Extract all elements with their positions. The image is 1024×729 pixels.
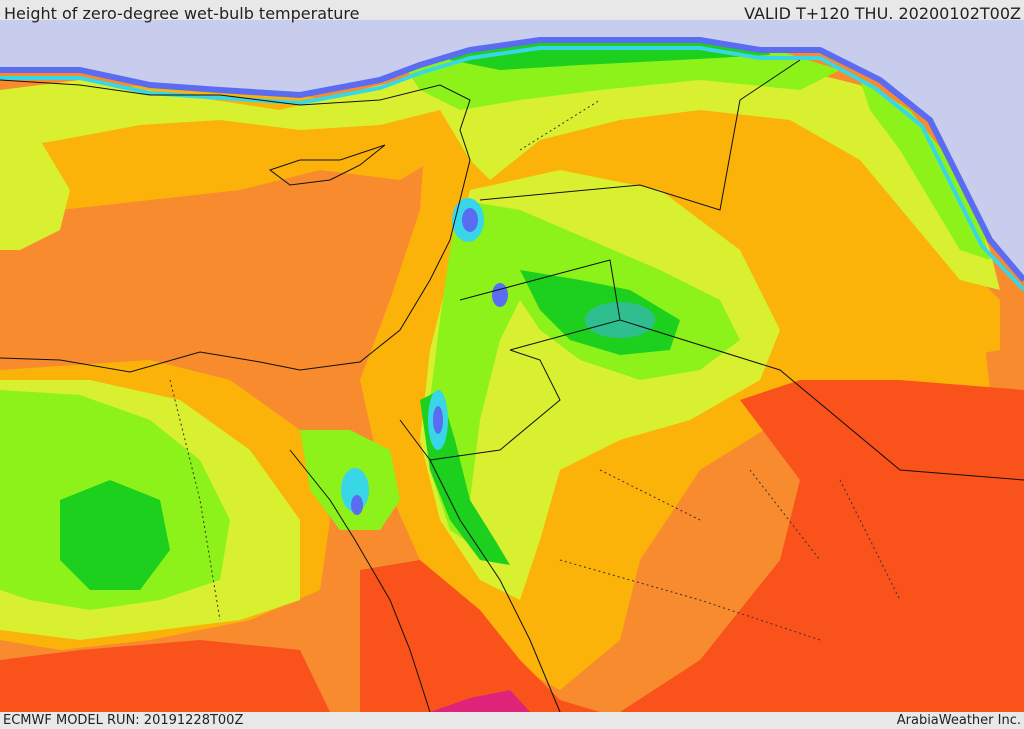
model-run-label: ECMWF MODEL RUN: 20191228T00Z — [3, 713, 244, 728]
field-amber-east — [760, 170, 1000, 360]
credit-label: ArabiaWeather Inc. — [896, 713, 1021, 728]
field-green-egypt — [60, 480, 170, 590]
field-cyan-rim — [0, 46, 1024, 292]
field-magenta — [430, 690, 530, 712]
field-blue-lebanon — [462, 208, 478, 232]
field-cold-north — [0, 20, 1024, 280]
field-redorange-southeast — [620, 380, 1024, 712]
footer-bar: ECMWF MODEL RUN: 20191228T00Z ArabiaWeat… — [0, 712, 1024, 729]
field-blue-dead-sea — [433, 406, 443, 434]
field-redorange-egypt-south — [0, 640, 330, 712]
valid-time: VALID T+120 THU. 20200102T00Z — [744, 4, 1021, 23]
field-redorange-south — [360, 560, 600, 712]
border-jordan — [429, 259, 1024, 481]
map-title: Height of zero-degree wet-bulb temperatu… — [4, 4, 360, 23]
field-blue-sinai — [351, 495, 363, 515]
header-bar: Height of zero-degree wet-bulb temperatu… — [0, 0, 1024, 23]
field-blue-rim — [0, 37, 1024, 282]
field-lightgreen-ne — [860, 80, 990, 260]
field-yellowgreen-north — [0, 55, 1000, 290]
field-yellowgreen-west — [0, 140, 70, 250]
coastline-med — [0, 79, 471, 373]
field-blue-hermon — [492, 283, 508, 307]
coastline-red-sea — [289, 419, 561, 713]
border-iraq — [479, 59, 801, 211]
coastline-cyprus — [268, 144, 386, 186]
border-dotted — [169, 99, 901, 641]
